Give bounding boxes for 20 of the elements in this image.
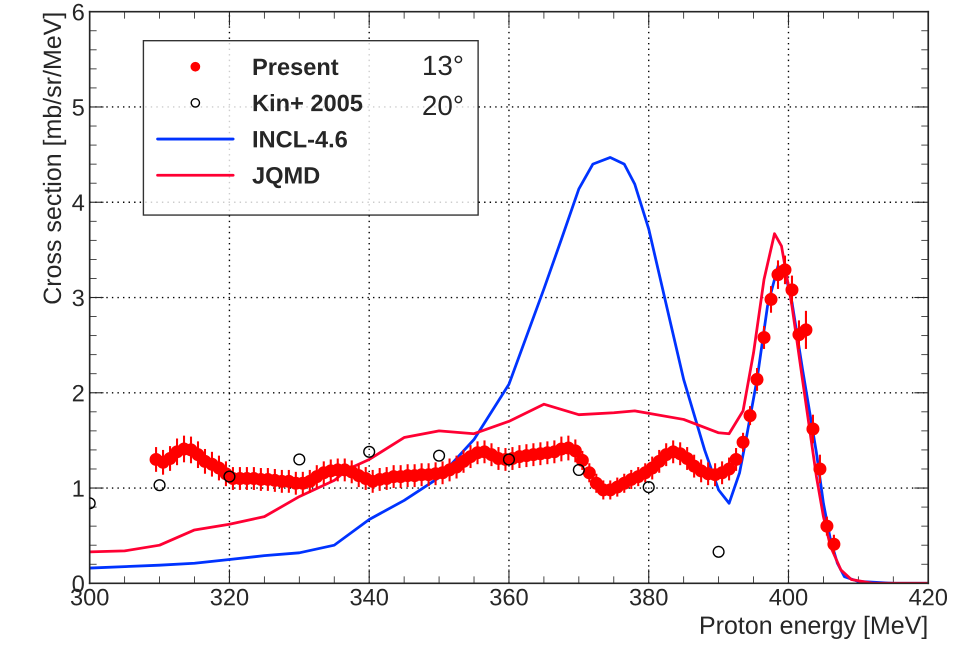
y-axis-title: Cross section [mb/sr/MeV] [42, 13, 66, 304]
x-tick-label: 360 [490, 588, 528, 606]
x-tick-label: 420 [909, 588, 948, 606]
y-tick-label: 3 [72, 290, 84, 306]
x-tick-label: 380 [630, 588, 668, 606]
annotation: 13° [424, 56, 462, 76]
legend-label: JQMD [252, 167, 320, 188]
x-axis-title: Proton energy [MeV] [701, 616, 926, 640]
legend-label: Present [254, 58, 338, 76]
y-tick-label: 4 [72, 194, 84, 211]
annotation: 20° [423, 96, 462, 116]
x-tick-label: 400 [769, 588, 808, 606]
y-tick-label: 5 [72, 99, 84, 116]
x-tick-label: 320 [210, 588, 248, 606]
legend-label: INCL-4.6 [254, 130, 347, 148]
y-tick-label: 1 [73, 480, 84, 497]
legend-label: Kin+ 2005 [254, 94, 362, 112]
y-tick-label: 6 [72, 4, 84, 21]
y-tick-label: 2 [72, 384, 84, 402]
x-tick-label: 340 [350, 588, 388, 606]
